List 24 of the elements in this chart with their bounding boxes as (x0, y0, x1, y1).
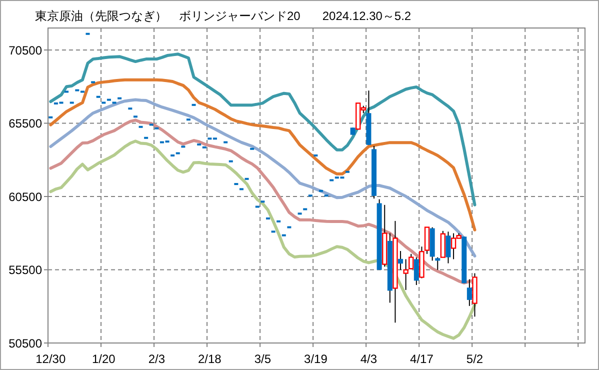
x-tick-label: 3/19 (304, 352, 328, 366)
x-tick-label: 2/3 (148, 352, 166, 366)
candlestick (403, 258, 408, 290)
candlestick (446, 231, 451, 264)
candlestick (435, 256, 440, 270)
candlestick (450, 232, 456, 260)
x-tick-label: 4/17 (410, 352, 434, 366)
title: 東京原油（先限つなぎ） ボリンジャーバンド20 (35, 9, 300, 23)
subtitle: 2024.12.30～5.2 (322, 9, 412, 23)
y-tick-label: 60500 (8, 190, 42, 204)
candlestick (398, 250, 404, 270)
candlestick (414, 256, 419, 286)
x-tick-label: 2/18 (198, 352, 222, 366)
y-tick-label: 50500 (8, 336, 42, 350)
x-tick-label: 4/3 (360, 352, 378, 366)
x-tick-label: 12/30 (36, 352, 66, 366)
candlestick (408, 253, 414, 270)
y-tick-label: 70500 (8, 43, 42, 58)
x-tick-label: 5/2 (466, 352, 484, 366)
y-tick-label: 65500 (8, 116, 42, 131)
x-tick-label: 3/5 (254, 352, 272, 366)
y-tick-label: 55500 (8, 263, 42, 278)
x-tick-label: 1/20 (92, 352, 116, 366)
candlestick (466, 278, 472, 306)
